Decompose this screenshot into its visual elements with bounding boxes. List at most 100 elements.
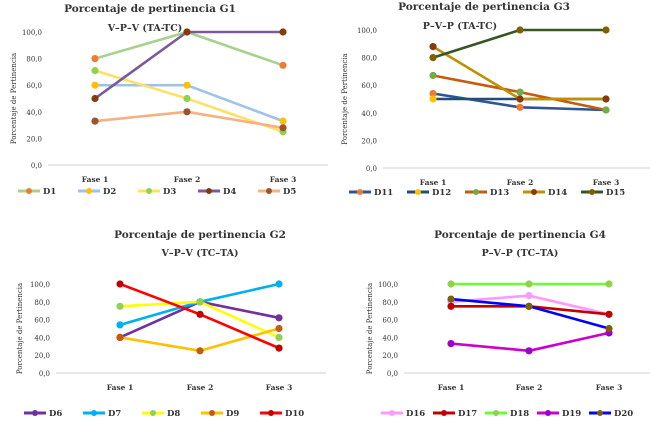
legend-marker (415, 189, 421, 195)
chart-subtitle: P–V–P (TC–TA) (482, 248, 559, 259)
legend-marker (150, 410, 156, 416)
legend-label: D1 (43, 187, 56, 197)
legend-label: D10 (285, 409, 304, 419)
chart-subtitle: V–P–V (TA-TC) (107, 23, 183, 34)
y-tick-label: 80,0 (361, 55, 377, 63)
data-point-d10 (196, 310, 204, 318)
data-point-d6 (275, 314, 283, 322)
x-tick-label: Fase 3 (270, 175, 297, 184)
y-tick-label: 60,0 (361, 82, 377, 90)
data-point-d18 (605, 280, 613, 288)
legend-marker (545, 410, 551, 416)
data-point-d20 (525, 302, 533, 310)
x-tick-label: Fase 3 (593, 178, 620, 187)
data-point-d16 (525, 292, 533, 300)
data-point-d10 (275, 344, 283, 352)
data-point-d14 (516, 95, 524, 103)
chart-subtitle: P–V–P (TA-TC) (423, 21, 497, 32)
x-tick-label: Fase 3 (266, 383, 293, 392)
x-tick-label: Fase 2 (507, 178, 534, 187)
y-tick-label: 100,0 (357, 27, 377, 35)
data-point-d14 (429, 43, 437, 51)
legend-marker (493, 410, 499, 416)
data-point-d11 (516, 103, 524, 111)
data-point-d2 (183, 81, 191, 89)
legend-marker (589, 189, 595, 195)
legend-label: D13 (490, 188, 509, 198)
data-point-d17 (605, 310, 613, 318)
legend-marker (473, 189, 479, 195)
legend-label: D14 (548, 188, 567, 198)
legend-marker (209, 410, 215, 416)
data-point-d15 (602, 26, 610, 34)
data-point-d5 (91, 117, 99, 125)
data-point-d1 (91, 55, 99, 63)
y-tick-label: 80,0 (34, 299, 50, 307)
legend-label: D19 (562, 409, 581, 419)
data-point-d5 (183, 108, 191, 116)
data-point-d13 (602, 106, 610, 114)
data-point-d4 (279, 28, 287, 36)
data-point-d13 (516, 88, 524, 96)
legend-label: D15 (606, 188, 625, 198)
series-line-d8 (118, 300, 281, 339)
data-point-d15 (516, 26, 524, 34)
data-point-d18 (447, 280, 455, 288)
legend-label: D5 (283, 187, 296, 197)
legend-marker (357, 189, 363, 195)
y-tick-label: 100,0 (22, 29, 42, 37)
series-line-d6 (118, 300, 281, 339)
data-point-d2 (279, 117, 287, 125)
x-tick-label: Fase 1 (82, 175, 109, 184)
x-tick-label: Fase 2 (174, 175, 201, 184)
legend-label: D11 (374, 188, 393, 198)
legend-label: D17 (458, 409, 477, 419)
x-tick-label: Fase 1 (438, 383, 465, 392)
legend-label: D6 (49, 409, 62, 419)
data-point-d10 (116, 280, 124, 288)
y-tick-label: 20,0 (361, 137, 377, 145)
y-tick-label: 0,0 (387, 370, 398, 378)
legend-label: D8 (167, 409, 180, 419)
y-tick-label: 60,0 (34, 317, 50, 325)
legend-marker (531, 189, 537, 195)
y-tick-label: 20,0 (382, 352, 398, 360)
y-tick-label: 0,0 (39, 370, 50, 378)
chart-title: Porcentaje de pertinencia G3 (398, 1, 570, 13)
legend-label: D2 (103, 187, 116, 197)
legend-marker (206, 188, 212, 194)
data-point-d4 (91, 94, 99, 103)
data-point-d20 (605, 324, 613, 333)
data-point-d3 (183, 94, 191, 103)
data-point-d15 (429, 54, 437, 62)
y-tick-label: 40,0 (382, 334, 398, 342)
data-point-d19 (447, 340, 455, 348)
legend-label: D20 (614, 409, 633, 419)
chart-subtitle: V–P–V (TC–TA) (161, 248, 239, 259)
data-point-d5 (279, 124, 287, 132)
chart-title: Porcentaje de pertinencia G1 (64, 3, 236, 15)
series-line-d1 (93, 30, 285, 67)
legend-marker (266, 188, 272, 194)
y-tick-label: 100,0 (378, 281, 398, 289)
legend-label: D4 (223, 187, 236, 197)
data-point-d8 (275, 333, 283, 341)
data-point-d19 (525, 347, 533, 355)
y-tick-label: 40,0 (26, 109, 42, 117)
y-axis-label: Porcentaje de Pertinencia (366, 283, 374, 374)
legend-label: D18 (510, 409, 529, 419)
y-tick-label: 80,0 (382, 299, 398, 307)
series-line-d4 (93, 30, 285, 100)
data-point-d8 (116, 302, 124, 310)
x-tick-label: Fase 2 (187, 383, 214, 392)
y-axis-label: Porcentaje de Pertinencia (16, 283, 24, 374)
data-point-d3 (91, 67, 99, 75)
chart-title: Porcentaje de pertinencia G4 (434, 229, 606, 241)
y-axis-label: Porcentaje de Pertinencia (10, 53, 18, 144)
x-tick-label: Fase 2 (516, 383, 543, 392)
legend-marker (441, 410, 447, 416)
data-point-d13 (429, 71, 437, 80)
y-tick-label: 20,0 (34, 352, 50, 360)
